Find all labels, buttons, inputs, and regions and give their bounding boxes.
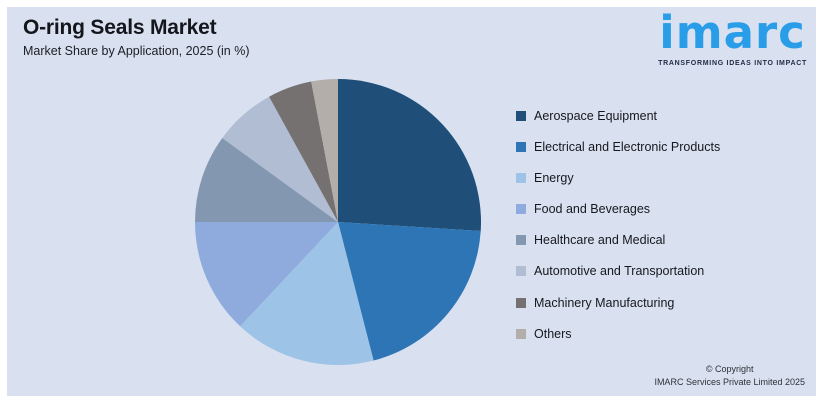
legend-swatch bbox=[516, 297, 526, 308]
page-subtitle: Market Share by Application, 2025 (in %) bbox=[23, 44, 250, 58]
header: O-ring Seals Market Market Share by Appl… bbox=[23, 16, 250, 58]
imarc-logo: imarc TRANSFORMING IDEAS INTO IMPACT bbox=[658, 7, 807, 67]
pie-slice-energy[interactable] bbox=[240, 222, 374, 366]
copyright-line2: IMARC Services Private Limited 2025 bbox=[654, 376, 805, 387]
legend-swatch bbox=[516, 141, 526, 152]
legend-item-food-and-beverages[interactable]: Food and Beverages bbox=[516, 202, 720, 217]
pie-chart bbox=[195, 79, 482, 366]
legend-item-machinery-manufacturing[interactable]: Machinery Manufacturing bbox=[516, 295, 720, 310]
legend-swatch bbox=[516, 235, 526, 246]
legend-item-automotive-and-transportation[interactable]: Automotive and Transportation bbox=[516, 264, 720, 279]
pie-slice-aerospace-equipment[interactable] bbox=[338, 79, 482, 231]
legend-swatch bbox=[516, 328, 526, 339]
legend-swatch bbox=[516, 204, 526, 215]
legend-item-others[interactable]: Others bbox=[516, 326, 720, 341]
chart-card: O-ring Seals Market Market Share by Appl… bbox=[7, 7, 816, 396]
legend-item-energy[interactable]: Energy bbox=[516, 170, 720, 185]
legend-label: Aerospace Equipment bbox=[534, 108, 657, 123]
legend-label: Energy bbox=[534, 170, 574, 185]
legend-item-aerospace-equipment[interactable]: Aerospace Equipment bbox=[516, 108, 720, 123]
legend-label: Food and Beverages bbox=[534, 202, 651, 217]
pie-slice-healthcare-and-medical[interactable] bbox=[195, 137, 338, 222]
legend-label: Others bbox=[534, 326, 572, 341]
imarc-logo-wordmark: imarc bbox=[659, 6, 806, 59]
legend-swatch bbox=[516, 266, 526, 277]
pie-slice-others[interactable] bbox=[311, 79, 338, 222]
copyright-notice: © Copyright IMARC Services Private Limit… bbox=[654, 363, 805, 389]
legend-swatch bbox=[516, 172, 526, 183]
legend: Aerospace Equipment Electrical and Electr… bbox=[516, 109, 720, 359]
legend-item-healthcare-and-medical[interactable]: Healthcare and Medical bbox=[516, 233, 720, 248]
legend-label: Automotive and Transportation bbox=[534, 264, 705, 279]
legend-label: Electrical and Electronic Products bbox=[534, 139, 721, 154]
legend-swatch bbox=[516, 110, 526, 121]
pie-slice-electrical-and-electronic-products[interactable] bbox=[338, 222, 481, 361]
copyright-line1: © Copyright bbox=[705, 363, 754, 374]
pie-slice-food-and-beverages[interactable] bbox=[195, 222, 338, 327]
pie-slice-machinery-manufacturing[interactable] bbox=[269, 81, 338, 222]
imarc-logo-tagline: TRANSFORMING IDEAS INTO IMPACT bbox=[658, 59, 807, 67]
page-title: O-ring Seals Market bbox=[23, 16, 217, 39]
legend-item-electrical-and-electronic-products[interactable]: Electrical and Electronic Products bbox=[516, 139, 721, 154]
legend-label: Machinery Manufacturing bbox=[534, 295, 675, 310]
legend-label: Healthcare and Medical bbox=[534, 233, 666, 248]
pie-slice-automotive-and-transportation[interactable] bbox=[222, 96, 338, 222]
